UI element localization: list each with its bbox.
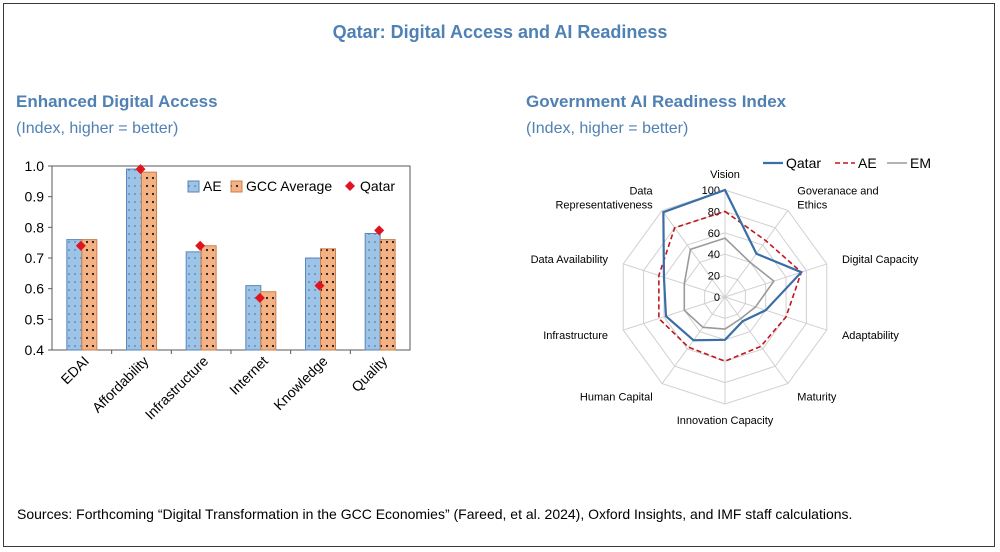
sources-note: Sources: Forthcoming “Digital Transforma… [17,506,853,522]
radar-axis-label: Maturity [797,392,837,404]
legend-label-ae: AE [858,155,877,171]
bar-ae [185,251,202,351]
bar-gcc-average [81,239,98,351]
legend-label-gcc: GCC Average [246,178,332,194]
y-tick-label: 0.7 [25,250,45,266]
bar-ae [66,239,83,351]
radar-axis-label: Data Availability [531,254,609,266]
x-tick-label: Infrastructure [142,353,212,423]
marker-qatar [314,280,325,291]
radar-series-em [683,237,775,330]
bar-gcc-average [141,171,157,351]
radar-spoke [724,296,827,331]
figure-frame [3,3,995,547]
radar-spoke [623,263,726,298]
radar-axis-label: Vision [710,169,740,181]
bar-ae [126,168,142,351]
bar-chart: 0.40.50.60.70.80.91.0EDAIAffordabilityIn… [25,158,411,423]
radar-axis-label: Adaptability [842,330,899,342]
radar-spoke [724,296,789,384]
radar-tick-label: 0 [714,292,720,304]
left-panel-subtitle: (Index, higher = better) [16,120,179,137]
bar-ae [305,257,321,351]
x-tick-label: Quality [348,353,390,395]
legend-label-em: EM [910,155,931,171]
radar-axis-label: Digital Capacity [842,254,919,266]
radar-tick-label: 40 [708,249,720,261]
plot-area [51,165,411,351]
y-tick-label: 0.4 [25,342,45,358]
marker-qatar [135,164,146,175]
right-panel-title: Government AI Readiness Index [526,92,787,111]
radar-series-qatar [662,188,804,342]
legend-label-qatar: Qatar [786,155,821,171]
x-tick-label: EDAI [58,353,92,387]
bar-legend: AE GCC Average Qatar [187,178,395,194]
legend-swatch-ae [187,180,200,193]
radar-legend: Qatar AE EM [763,155,931,171]
marker-qatar [195,240,206,251]
radar-tick-label: 60 [708,228,720,240]
figure-title: Qatar: Digital Access and AI Readiness [332,22,668,42]
x-tick-label: Internet [226,353,271,398]
bar-gcc-average [200,245,217,351]
y-tick-label: 0.9 [25,189,45,205]
marker-qatar [374,225,385,236]
y-tick-label: 0.6 [25,281,45,297]
bar-ae [364,232,381,351]
marker-qatar [75,240,86,251]
marker-qatar [254,292,265,303]
bar-gcc-average [320,248,336,351]
legend-swatch-gcc [230,180,243,193]
legend-label-ae: AE [203,178,222,194]
legend-swatch-qatar [345,181,355,191]
left-panel-title: Enhanced Digital Access [16,92,218,111]
radar-spoke [724,263,827,298]
y-tick-label: 1.0 [25,158,45,174]
radar-spoke [623,296,726,331]
radar-axis-label: Innovation Capacity [677,415,774,427]
radar-axis-label: Data Representativeness [555,185,653,211]
legend-label-qatar: Qatar [360,178,395,194]
radar-axis-label: Human Capital [580,392,653,404]
radar-spoke [661,210,726,298]
y-tick-label: 0.5 [25,311,45,327]
radar-axis-label: Infrastructure [543,330,608,342]
radar-axis-label: Goveranace and Ethics [797,185,878,211]
x-tick-label: Knowledge [270,353,330,413]
x-tick-label: Affordability [89,353,152,416]
bar-gcc-average [379,239,396,351]
right-panel-subtitle: (Index, higher = better) [526,120,689,137]
bar-gcc-average [260,291,277,351]
radar-tick-label: 20 [708,271,720,283]
y-tick-label: 0.8 [25,219,45,235]
